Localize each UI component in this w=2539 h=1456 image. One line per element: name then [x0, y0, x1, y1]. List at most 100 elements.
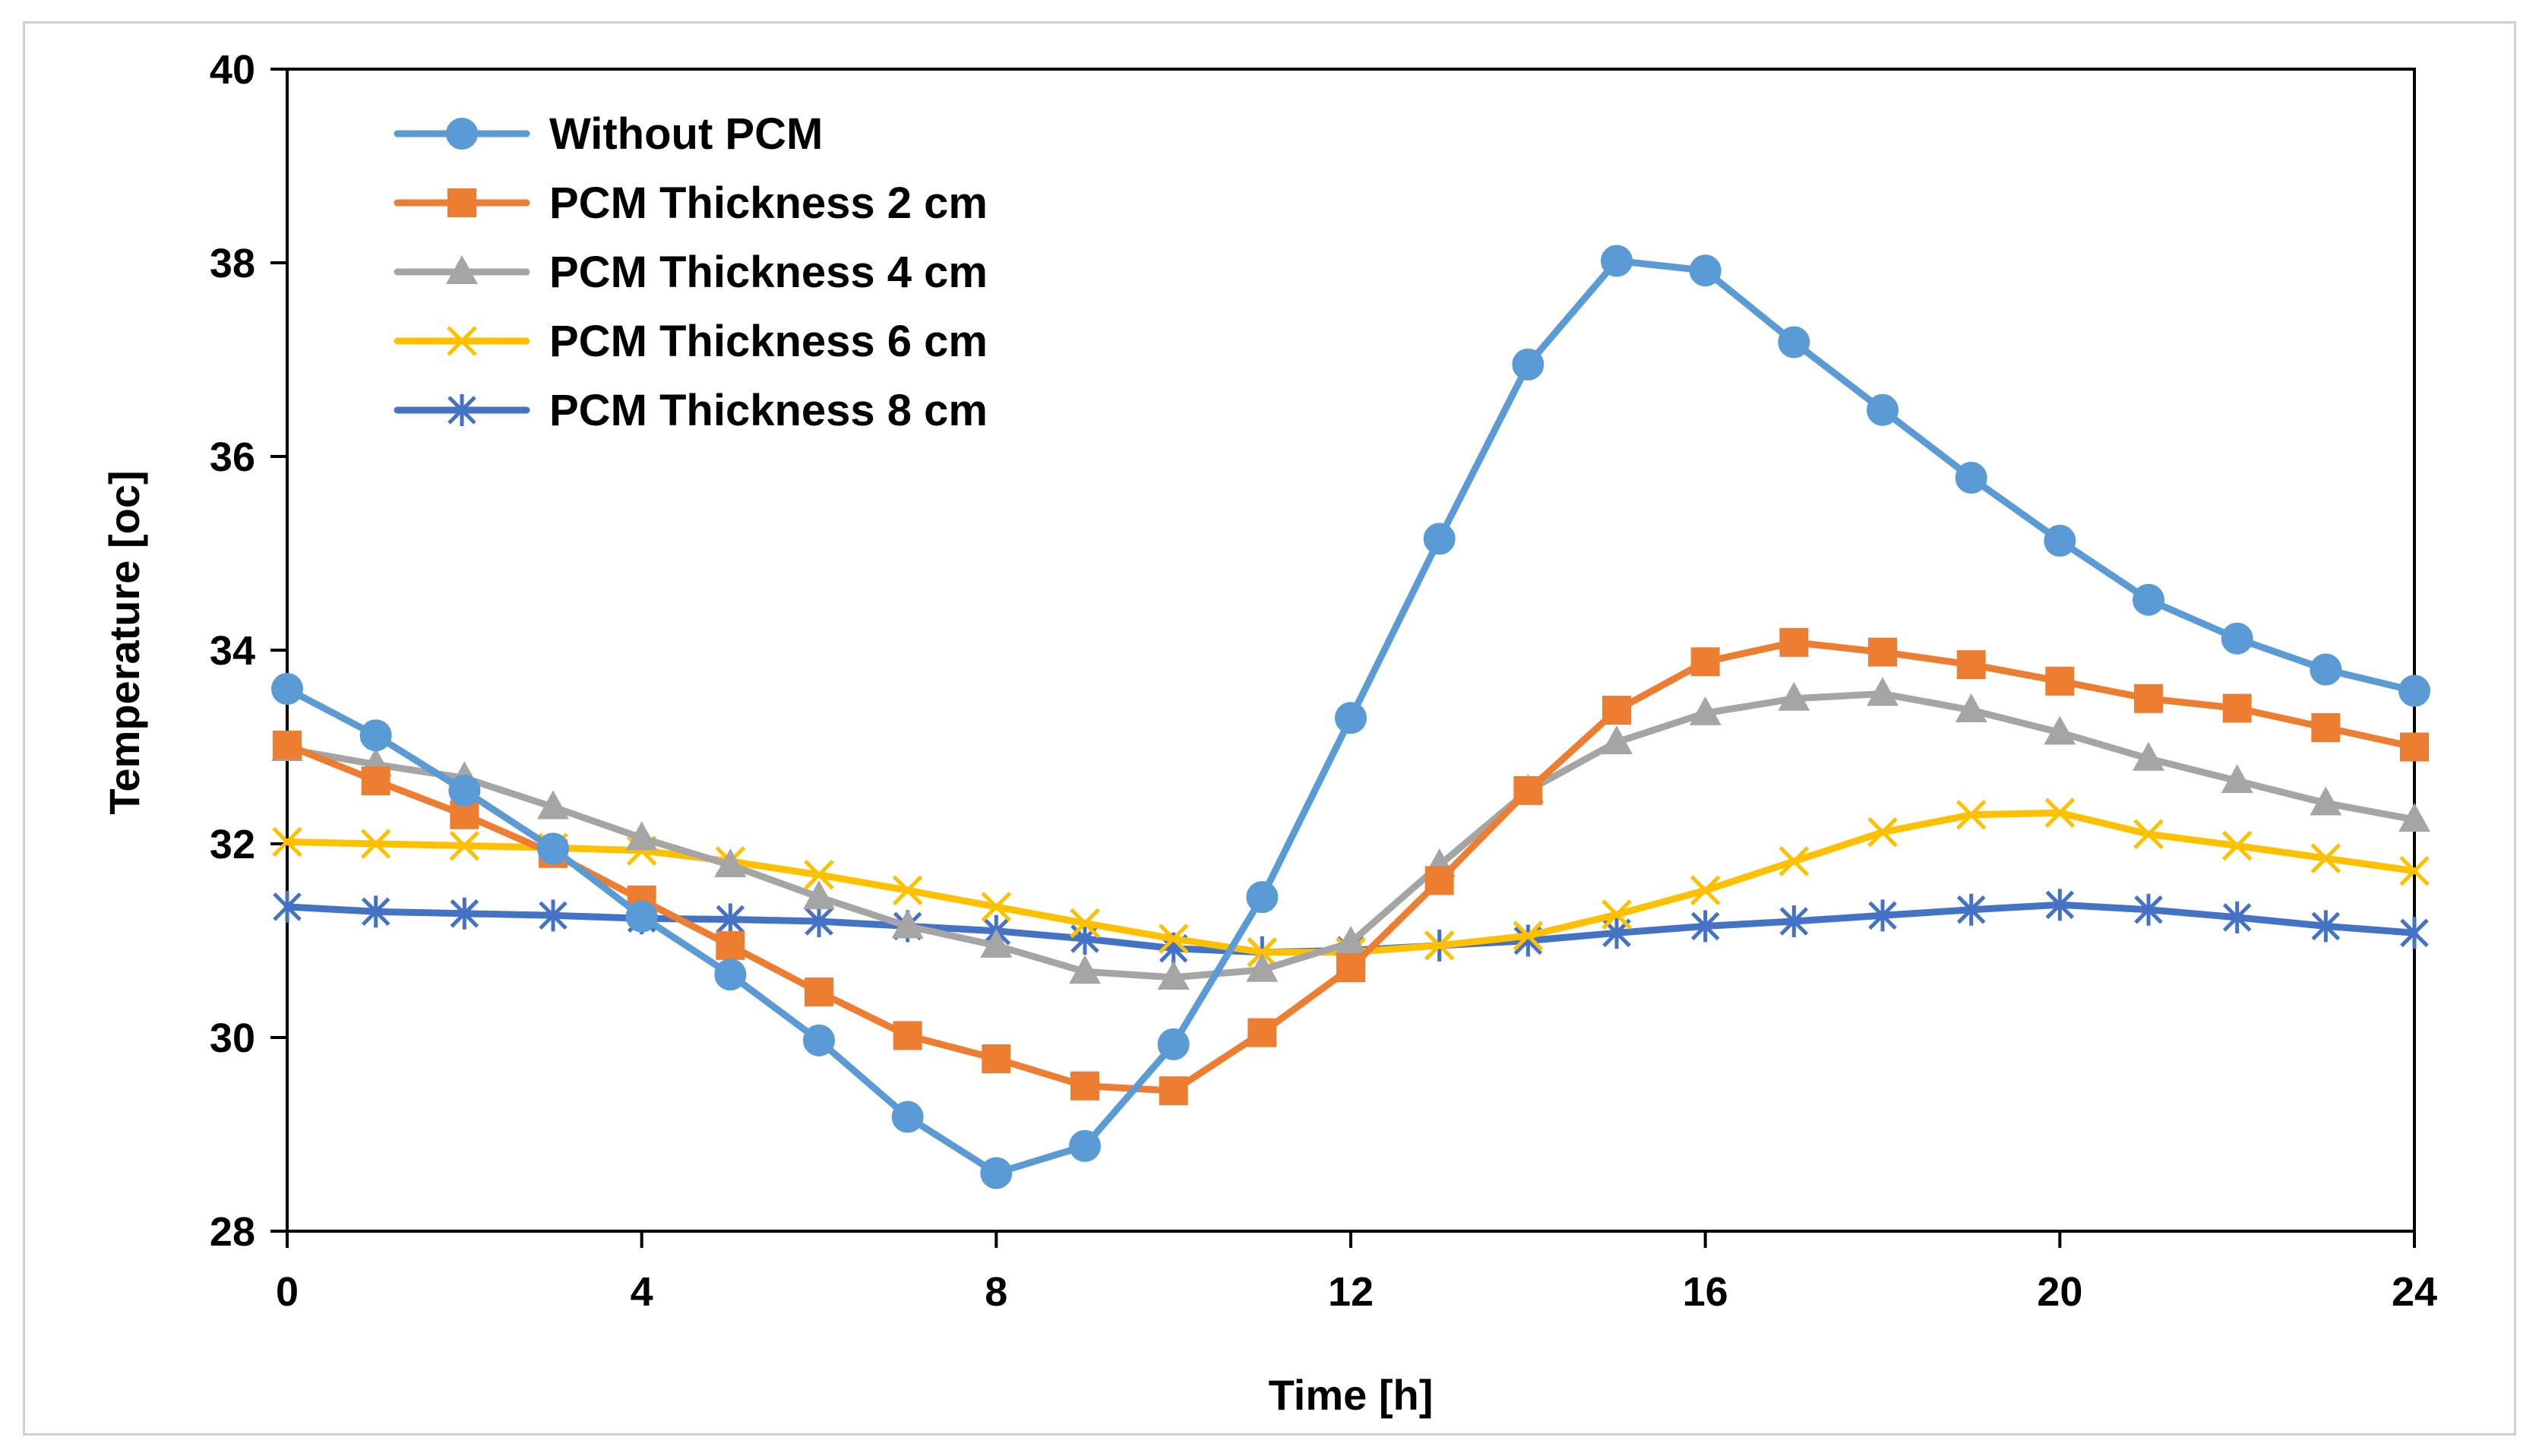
data-point: [893, 1021, 922, 1050]
data-point: [2400, 732, 2429, 762]
data-point: [982, 1044, 1011, 1074]
y-axis-title: Temperature [oc]: [100, 470, 148, 814]
data-point: [537, 832, 569, 865]
x-tick-label: 24: [2392, 1269, 2437, 1315]
series-2: [273, 627, 2429, 1106]
data-point: [1601, 245, 1633, 277]
data-point: [716, 903, 745, 936]
data-point: [1158, 924, 1189, 954]
data-point: [1336, 953, 1365, 983]
data-point: [1690, 875, 1721, 905]
data-point: [716, 930, 745, 960]
data-point: [361, 895, 390, 928]
data-point: [803, 1024, 835, 1056]
data-point: [2398, 803, 2430, 832]
data-point: [1779, 627, 1809, 657]
legend-label: Without PCM: [549, 109, 823, 159]
data-point: [1335, 702, 1367, 734]
data-point: [361, 766, 390, 796]
data-point: [1956, 893, 1986, 926]
data-point: [1779, 846, 1810, 876]
legend-item: PCM Thickness 6 cm: [394, 317, 988, 366]
data-point: [1956, 650, 1986, 680]
data-point: [1867, 816, 1898, 848]
data-point: [2222, 693, 2252, 723]
data-point: [271, 673, 303, 705]
data-point: [1601, 725, 1633, 755]
data-point: [1159, 1076, 1188, 1106]
data-point: [2221, 764, 2253, 794]
line-chart: 0 4 8 12 16 20 24 28 30 32 34 36 38 40 Without PCM PCM…: [100, 47, 2437, 1419]
data-point: [2221, 830, 2253, 861]
data-point: [2044, 715, 2076, 745]
data-point: [1247, 937, 1278, 968]
data-point: [1157, 1028, 1190, 1060]
series-1: [271, 245, 2430, 1189]
y-tick-label: 28: [210, 1209, 255, 1255]
data-point: [2400, 917, 2429, 949]
data-point: [2310, 786, 2342, 816]
data-point: [1602, 696, 1631, 725]
data-point: [625, 900, 658, 933]
x-tick-label: 20: [2037, 1269, 2082, 1315]
data-point: [714, 959, 747, 991]
y-tick-label: 34: [210, 628, 255, 674]
legend-item: Without PCM: [394, 109, 823, 159]
x-tick-label: 8: [985, 1269, 1007, 1315]
x-tick-label: 12: [1328, 1269, 1374, 1315]
legend-marker: [447, 188, 476, 217]
data-point: [1601, 899, 1632, 930]
data-point: [803, 880, 835, 910]
data-point: [2133, 819, 2164, 850]
data-point: [2310, 843, 2341, 873]
y-tick-label: 40: [210, 47, 255, 93]
data-point: [2310, 653, 2342, 686]
data-point: [2045, 889, 2075, 921]
data-point: [2045, 666, 2075, 696]
y-tick-label: 36: [210, 434, 255, 480]
data-point: [2134, 893, 2163, 926]
data-point: [1955, 693, 1987, 723]
x-tick-label: 0: [276, 1269, 299, 1315]
data-point: [1423, 523, 1456, 555]
plot-border: [286, 68, 2416, 1233]
data-point: [273, 730, 302, 760]
data-point: [1157, 960, 1190, 990]
data-point: [805, 905, 833, 937]
data-point: [1070, 908, 1100, 939]
data-point: [1690, 647, 1720, 677]
data-point: [1867, 677, 1899, 706]
data-point: [1424, 930, 1455, 961]
data-point: [714, 848, 747, 878]
data-point: [981, 892, 1012, 922]
legend-label: PCM Thickness 8 cm: [549, 386, 988, 435]
data-point: [891, 1101, 924, 1133]
data-point: [360, 829, 391, 859]
data-point: [537, 790, 569, 820]
data-point: [2133, 583, 2164, 616]
legend-item: PCM Thickness 2 cm: [394, 178, 988, 228]
data-point: [273, 890, 302, 923]
data-point: [1069, 1129, 1101, 1162]
chart-frame: 0 4 8 12 16 20 24 28 30 32 34 36 38 40 Without PCM PCM…: [23, 21, 2516, 1435]
legend-marker: [446, 255, 478, 284]
data-point: [2133, 741, 2164, 771]
data-point: [1247, 1018, 1277, 1047]
data-point: [2311, 910, 2341, 943]
data-point: [539, 899, 568, 932]
data-point: [1246, 881, 1279, 914]
data-point: [272, 826, 302, 857]
legend-label: PCM Thickness 4 cm: [549, 248, 988, 297]
y-tick-label: 32: [210, 822, 255, 867]
legend-item: PCM Thickness 8 cm: [394, 386, 988, 435]
data-point: [1778, 681, 1810, 711]
data-point: [1689, 696, 1722, 725]
data-point: [359, 719, 392, 752]
data-point: [1246, 952, 1279, 982]
data-point: [1689, 254, 1722, 287]
data-point: [1868, 899, 1897, 932]
data-point: [1868, 637, 1897, 667]
data-point: [449, 830, 480, 861]
data-point: [2222, 901, 2252, 933]
data-point: [1335, 926, 1367, 955]
